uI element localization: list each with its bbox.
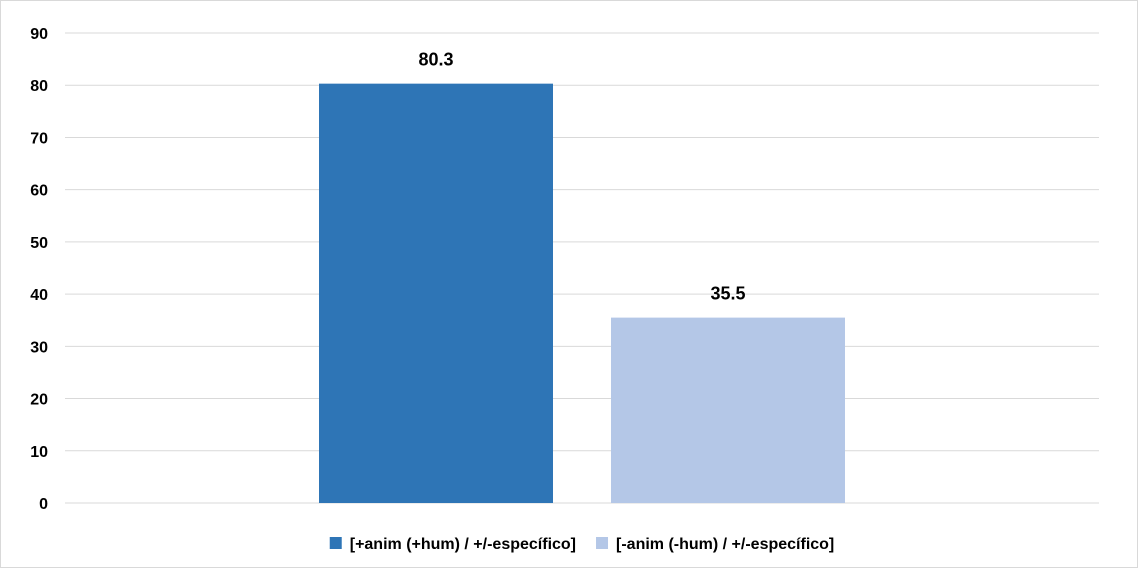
y-tick-label-0: 0: [39, 496, 48, 513]
data-label-series-1: 80.3: [418, 50, 453, 70]
data-labels: 80.3 35.5: [418, 50, 745, 304]
y-tick-label-60: 60: [30, 183, 48, 200]
legend-label-series-1: [+anim (+hum) / +/-específico]: [350, 536, 576, 553]
legend: [+anim (+hum) / +/-específico] [-anim (-h…: [329, 536, 834, 553]
y-tick-label-70: 70: [30, 130, 48, 147]
y-tick-label-90: 90: [30, 26, 48, 43]
legend-label-series-2: [-anim (-hum) / +/-específico]: [616, 536, 834, 553]
y-tick-label-10: 10: [30, 444, 48, 461]
bar-series-1: [319, 83, 553, 504]
legend-swatch-series-2: [596, 537, 609, 549]
legend-swatch-series-1: [329, 537, 342, 549]
gridlines: [65, 32, 1099, 504]
data-label-series-2: 35.5: [710, 284, 745, 304]
y-tick-label-80: 80: [30, 78, 48, 95]
y-tick-label-50: 50: [30, 235, 48, 252]
y-tick-label-20: 20: [30, 392, 48, 409]
bar-series-2: [611, 317, 845, 503]
bars: [319, 83, 845, 504]
y-axis-ticks: 0 10 20 30 40 50 60 70 80 90: [30, 26, 48, 513]
y-tick-label-40: 40: [30, 287, 48, 304]
y-tick-label-30: 30: [30, 339, 48, 356]
